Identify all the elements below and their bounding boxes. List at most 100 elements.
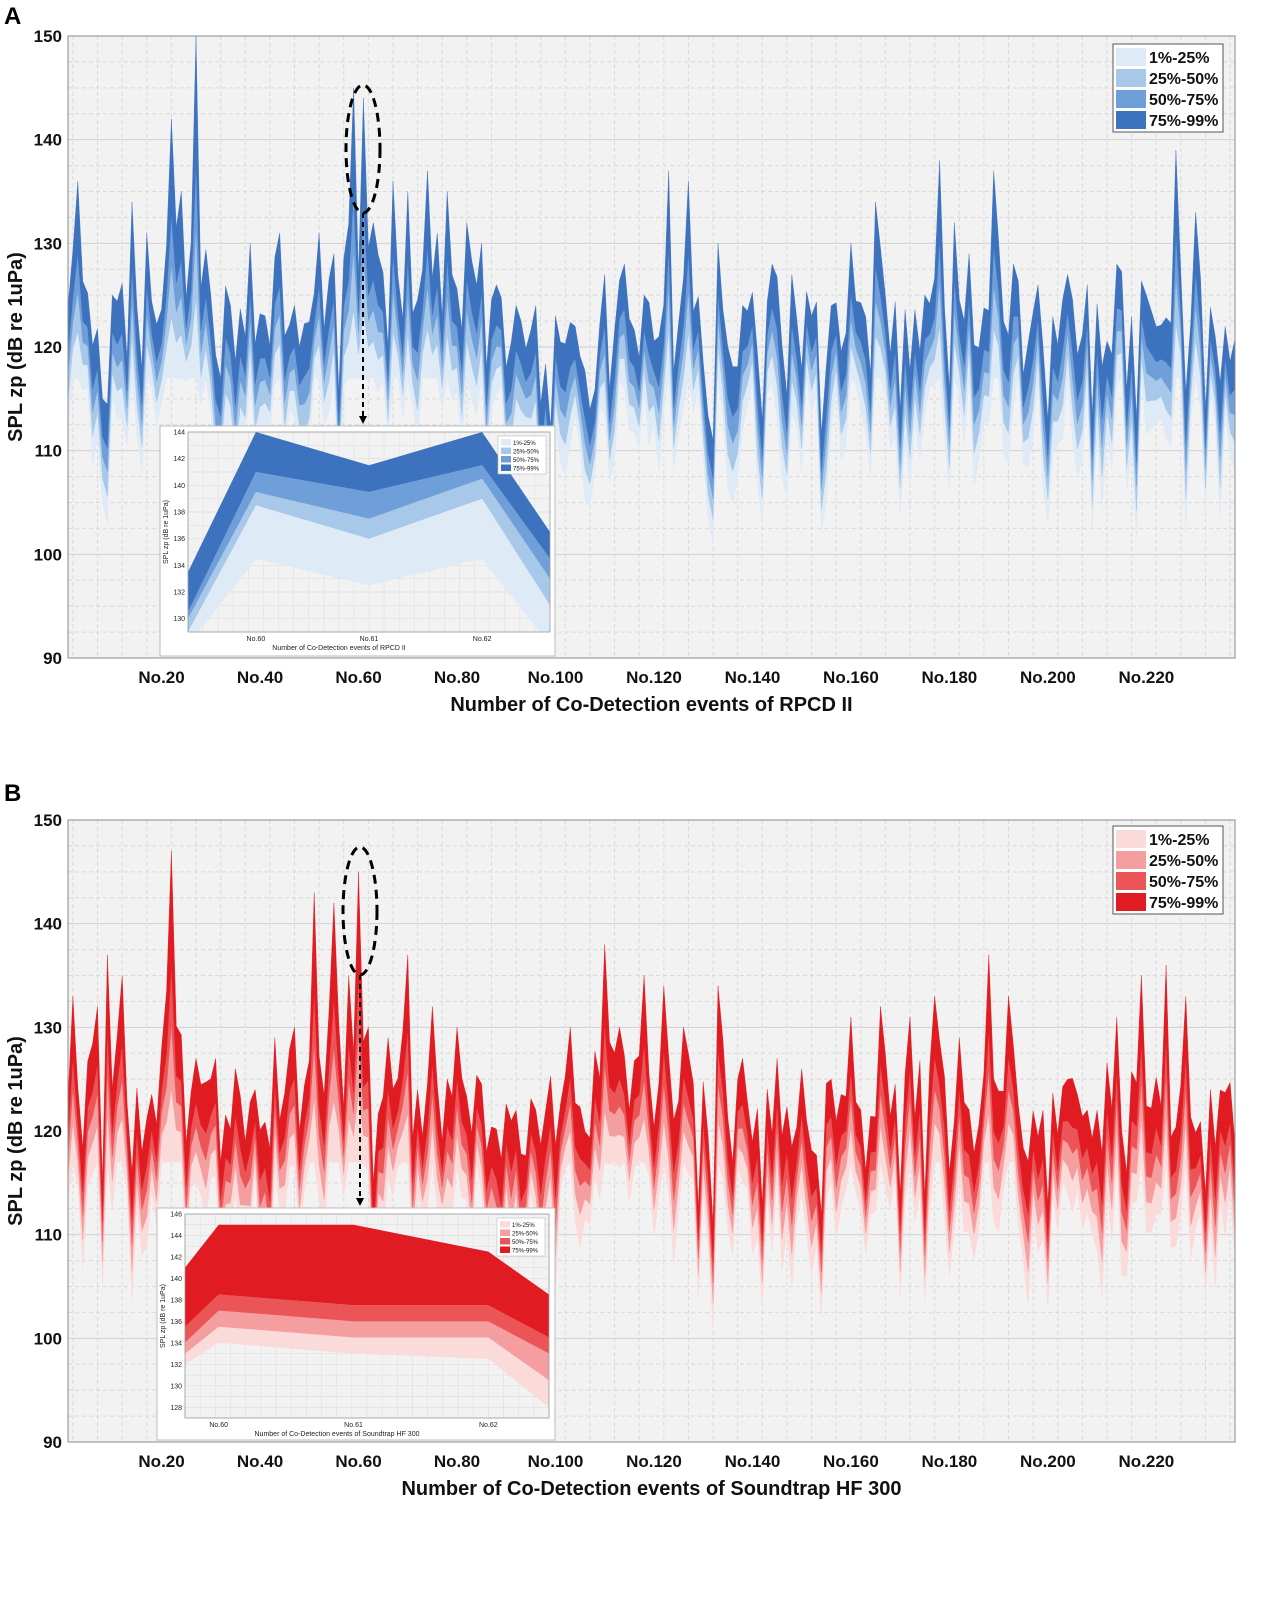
legend-label: 75%-99% (1149, 113, 1218, 130)
inset-bands (185, 1224, 549, 1408)
legend: 1%-25% 25%-50% 50%-75% 75%-99% (1112, 825, 1224, 915)
inset-legend-swatch (500, 1246, 510, 1253)
inset-y-title: SPL zp (dB re 1uPa) (163, 500, 170, 564)
legend-swatch (1116, 851, 1146, 869)
x-tick-label: No.40 (237, 668, 283, 687)
x-axis-title: Number of Co-Detection events of Soundtr… (401, 1478, 901, 1500)
y-tick-label: 120 (34, 338, 62, 357)
x-tick-label: No.220 (1118, 1452, 1174, 1471)
x-tick-label: No.60 (335, 1452, 381, 1471)
legend-swatch (1116, 90, 1146, 108)
y-tick-label: 130 (34, 1018, 62, 1037)
panel-b: B 150 140 130 120 110 100 90 No.20 No.40 No.60 No.8… (4, 780, 1236, 1500)
legend-swatch (1116, 893, 1146, 911)
inset-y-tick: 134 (170, 1340, 182, 1347)
y-tick-label: 90 (43, 649, 62, 668)
x-tick-label: No.20 (138, 1452, 184, 1471)
inset-x-title: Number of Co-Detection events of RPCD II (272, 645, 405, 652)
inset-legend-swatch (500, 1238, 510, 1245)
inset-y-tick: 142 (170, 1254, 182, 1261)
band-75-99 (68, 851, 1235, 1263)
y-tick-label: 130 (34, 234, 62, 253)
inset-legend-label: 75%-99% (512, 1249, 539, 1255)
inset-x-tick: No.62 (479, 1422, 498, 1429)
plot-border (67, 819, 1236, 1443)
x-tick-label: No.120 (626, 668, 682, 687)
inset-y-tick: 136 (173, 536, 185, 543)
inset-y-tick: 132 (170, 1362, 182, 1369)
panel-a: A 150 140 130 120 110 100 90 No.20 No.40 No.60 No.8… (4, 3, 1236, 716)
legend-swatch (1116, 48, 1146, 66)
inset-legend-label: 50%-75% (512, 1240, 539, 1246)
x-tick-label: No.160 (823, 1452, 879, 1471)
inset-y-tick: 130 (170, 1383, 182, 1390)
y-axis-title: SPL zp (dB re 1uPa) (5, 1036, 27, 1226)
inset-legend-swatch (501, 464, 511, 471)
x-tick-label: No.140 (725, 1452, 781, 1471)
band-75-99 (68, 36, 1235, 479)
legend-label: 75%-99% (1149, 895, 1218, 912)
legend-label: 25%-50% (1149, 71, 1218, 88)
inset-y-tick: 144 (173, 430, 185, 437)
x-tick-label: No.160 (823, 668, 879, 687)
x-tick-label: No.100 (528, 668, 584, 687)
y-tick-label: 140 (34, 131, 62, 150)
inset-y-tick: 140 (170, 1276, 182, 1283)
legend-label: 25%-50% (1149, 853, 1218, 870)
inset-legend-label: 25%-50% (512, 1232, 539, 1238)
y-tick-label: 140 (34, 915, 62, 934)
legend-swatch (1116, 69, 1146, 87)
legend-label: 50%-75% (1149, 92, 1218, 109)
x-tick-label: No.200 (1020, 1452, 1076, 1471)
y-tick-label: 150 (34, 27, 62, 46)
inset-legend-label: 75%-99% (513, 467, 540, 473)
inset-y-tick: 134 (173, 563, 185, 570)
inset-legend-label: 50%-75% (513, 458, 540, 464)
inset-border (184, 1213, 550, 1419)
panel-letter: A (4, 3, 21, 30)
x-tick-label: No.20 (138, 668, 184, 687)
inset-band (188, 498, 550, 632)
inset-x-tick: No.60 (209, 1422, 228, 1429)
inset-band (185, 1310, 549, 1381)
y-tick-label: 110 (35, 442, 62, 461)
legend-label: 1%-25% (1149, 832, 1209, 849)
x-tick-label: No.40 (237, 1452, 283, 1471)
panel-letter: B (4, 780, 21, 807)
inset-band (185, 1294, 549, 1354)
plot-border (67, 35, 1236, 659)
legend-label: 1%-25% (1149, 50, 1209, 67)
inset-y-tick: 138 (173, 510, 185, 517)
y-tick-label: 150 (34, 811, 62, 830)
y-tick-label: 100 (34, 1329, 62, 1348)
x-tick-label: No.220 (1118, 668, 1174, 687)
inset-y-tick: 130 (173, 616, 185, 623)
legend-swatch (1116, 111, 1146, 129)
inset-legend-swatch (500, 1229, 510, 1236)
inset-legend-swatch (501, 447, 511, 454)
y-tick-label: 110 (35, 1226, 62, 1245)
inset-y-tick: 142 (173, 456, 185, 463)
y-tick-label: 100 (34, 545, 62, 564)
legend: 1%-25% 25%-50% 50%-75% 75%-99% (1112, 43, 1224, 133)
inset-legend-swatch (500, 1221, 510, 1228)
inset-legend-label: 1%-25% (513, 441, 536, 447)
inset-x-tick: No.61 (344, 1422, 363, 1429)
inset-y-tick: 128 (170, 1405, 182, 1412)
inset-bands (188, 432, 550, 632)
x-tick-label: No.80 (434, 668, 480, 687)
y-axis-title: SPL zp (dB re 1uPa) (5, 252, 27, 442)
x-tick-label: No.80 (434, 1452, 480, 1471)
y-tick-label: 90 (43, 1433, 62, 1452)
inset-y-tick: 132 (173, 590, 185, 597)
inset-border (187, 431, 551, 633)
x-tick-label: No.100 (528, 1452, 584, 1471)
x-tick-label: No.60 (335, 668, 381, 687)
legend-label: 50%-75% (1149, 874, 1218, 891)
inset-band (185, 1326, 549, 1408)
inset-band (188, 432, 550, 612)
inset-y-tick: 140 (173, 483, 185, 490)
inset-y-tick: 136 (170, 1319, 182, 1326)
inset-y-tick: 144 (170, 1233, 182, 1240)
